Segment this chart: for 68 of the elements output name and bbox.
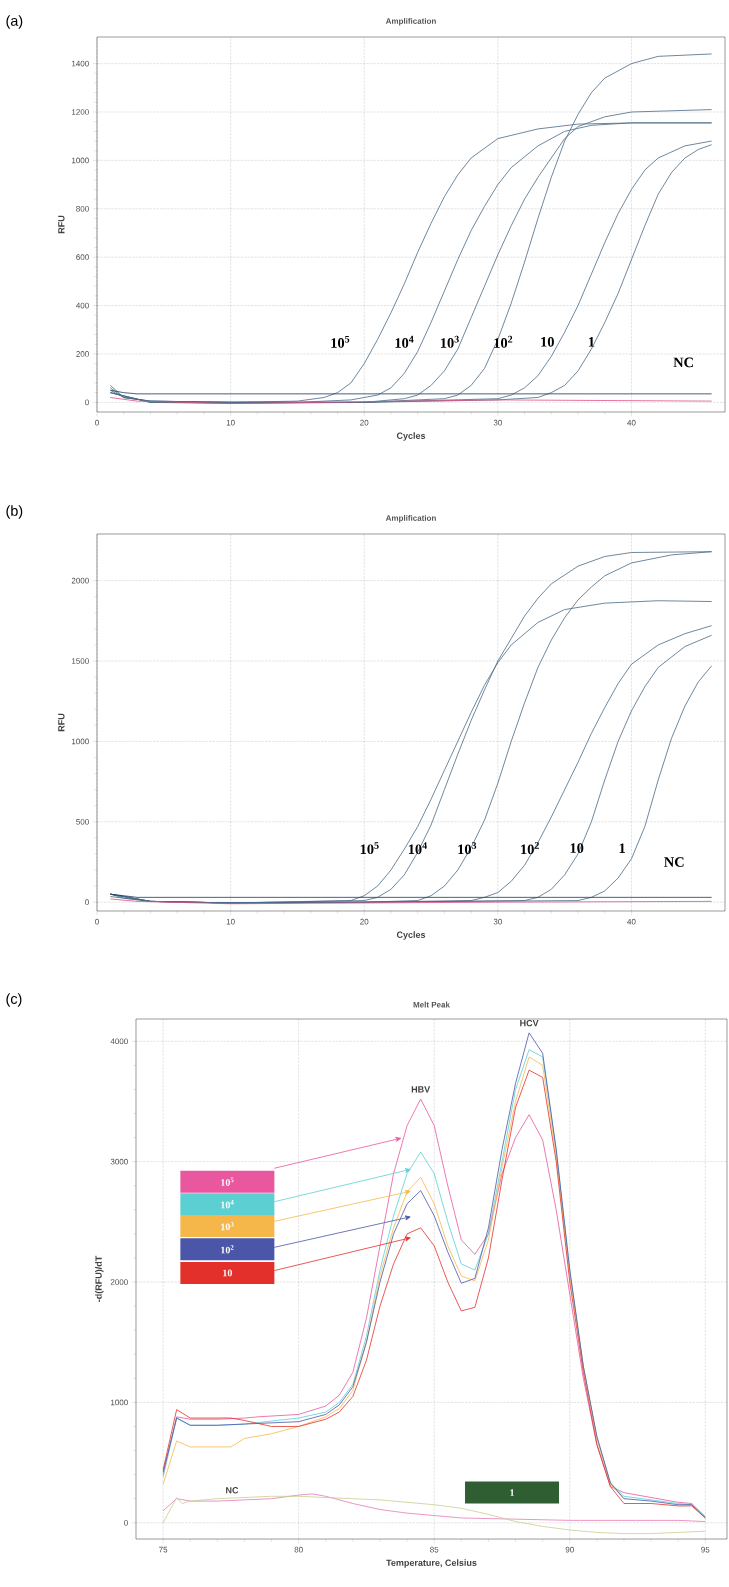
y-tick-label: 1200 <box>72 109 89 115</box>
series-label: 10 <box>541 336 554 347</box>
text: 10$^{3}$ <box>221 1221 234 1231</box>
x-tick-label: 40 <box>627 419 636 426</box>
annotation: HCV <box>520 1019 539 1027</box>
x-tick-label: 95 <box>701 1546 710 1553</box>
y-axis-title: RFU <box>58 713 65 732</box>
x-tick-label: 75 <box>159 1546 168 1553</box>
y-tick-label: 2000 <box>110 1279 128 1285</box>
y-tick-label: 600 <box>76 254 89 260</box>
annotation: HBV <box>411 1086 431 1093</box>
series-label: NC <box>226 1487 239 1494</box>
series-label: 10$^{4}$ <box>408 842 427 855</box>
y-axis-title: -d(RFU)/dT <box>95 1255 104 1302</box>
series-label: 10 <box>570 843 584 854</box>
x-axis-title: Cycles <box>396 931 426 940</box>
chart-title: Melt Peak <box>413 1001 450 1008</box>
y-tick-label: 4000 <box>110 1038 128 1045</box>
text: 10$^{4}$ <box>221 1199 234 1209</box>
y-tick-label: 1000 <box>111 1399 128 1406</box>
y-tick-label: 1500 <box>72 658 89 664</box>
series-label: 10$^{3}$ <box>458 842 477 855</box>
y-tick-label: 2000 <box>71 577 89 584</box>
y-tick-label: 200 <box>76 351 89 357</box>
x-tick-label: 20 <box>360 918 369 925</box>
series-label: 10$^{2}$ <box>521 842 539 855</box>
y-tick-label: 0 <box>85 899 89 905</box>
x-tick-label: 85 <box>430 1546 439 1553</box>
series-label: 10$^{4}$ <box>395 335 414 348</box>
y-tick-label: 0 <box>124 1519 128 1526</box>
text: 10$^{2}$ <box>221 1245 234 1254</box>
y-tick-label: 0 <box>85 399 89 406</box>
x-tick-label: 0 <box>95 419 99 426</box>
y-tick-label: 1000 <box>72 157 89 164</box>
y-tick-label: 800 <box>76 205 89 212</box>
x-tick-label: 30 <box>493 918 502 925</box>
x-axis-title: Temperature, Celsius <box>386 1559 477 1568</box>
y-tick-label: 500 <box>76 818 89 825</box>
y-tick-label: 400 <box>76 302 89 309</box>
series-label: 10$^{5}$ <box>360 842 379 855</box>
series-label: NC <box>673 357 693 368</box>
series-label: 10$^{5}$ <box>331 335 350 348</box>
series-label: 1 <box>588 337 595 347</box>
chart-title: Amplification <box>385 18 436 26</box>
text: NC <box>664 857 684 867</box>
text: (a) <box>6 15 23 29</box>
chart-title: Amplification <box>385 515 436 523</box>
y-axis-title: RFU <box>58 215 65 234</box>
y-tick-label: 3000 <box>110 1158 128 1165</box>
text: 10$^{5}$ <box>221 1177 234 1186</box>
x-tick-label: 90 <box>565 1546 574 1553</box>
text: (b) <box>6 505 23 519</box>
text: (c) <box>6 993 22 1007</box>
x-axis-title: Cycles <box>396 432 426 441</box>
x-tick-label: 10 <box>226 918 235 925</box>
y-tick-label: 1000 <box>72 738 89 745</box>
x-tick-label: 40 <box>627 918 636 925</box>
text: 1 <box>510 1489 515 1496</box>
series-label: 10$^{2}$ <box>494 335 513 348</box>
x-tick-label: 20 <box>360 419 369 426</box>
series-label: 1 <box>619 843 625 853</box>
y-tick-label: 1400 <box>72 60 89 67</box>
text: 10 <box>223 1269 232 1277</box>
x-tick-label: 0 <box>95 918 99 925</box>
x-tick-label: 30 <box>493 419 502 426</box>
series-label: 10$^{3}$ <box>440 335 459 348</box>
x-tick-label: 80 <box>294 1546 303 1553</box>
x-tick-label: 10 <box>226 419 235 426</box>
